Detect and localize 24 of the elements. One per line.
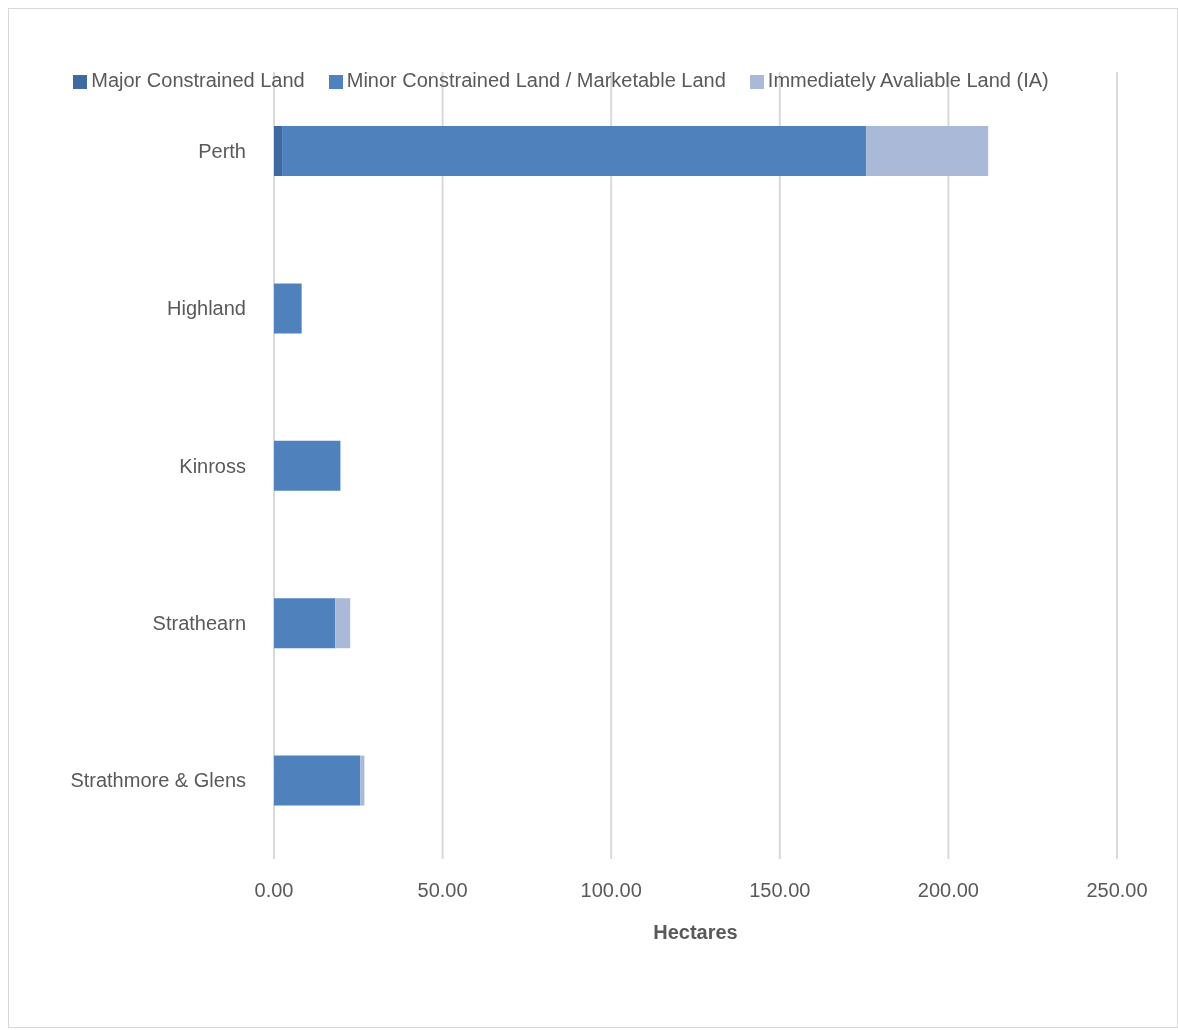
legend-label: Major Constrained Land [91, 69, 305, 91]
bar [274, 440, 341, 491]
x-tick-label: 0.00 [254, 879, 294, 902]
y-tick-label: Strathmore & Glens [70, 769, 246, 792]
bar [274, 126, 283, 176]
bar [866, 126, 989, 176]
x-axis-title: Hectares [653, 921, 738, 943]
legend-label: Immediately Avaliable Land (IA) [767, 69, 1049, 91]
legend-label: Minor Constrained Land / Marketable Land [346, 69, 726, 91]
x-tick-label: 250.00 [1086, 879, 1148, 902]
x-tick-label: 100.00 [580, 879, 642, 902]
bar [274, 755, 361, 806]
y-tick-label: Perth [198, 139, 246, 162]
bar [274, 598, 336, 649]
y-tick-label: Kinross [179, 454, 246, 477]
bar [282, 126, 867, 176]
bar [360, 755, 365, 806]
x-tick-label: 50.00 [417, 879, 468, 902]
bar [274, 283, 302, 334]
x-tick-label: 200.00 [917, 879, 979, 902]
bar [335, 598, 351, 649]
y-tick-label: Strathearn [152, 612, 246, 634]
y-tick-label: Highland [167, 297, 246, 320]
x-tick-label: 150.00 [749, 879, 811, 902]
